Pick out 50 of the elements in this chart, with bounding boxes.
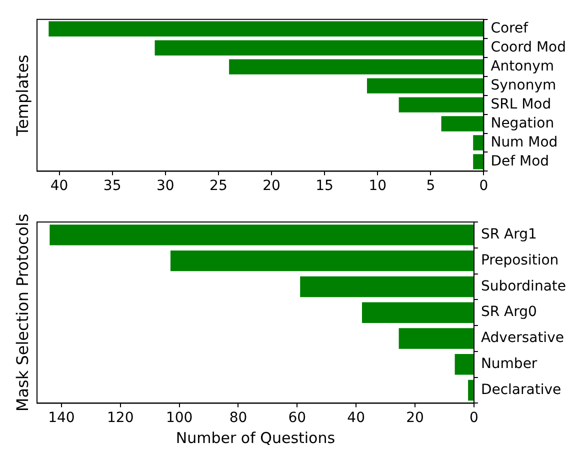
x-tick-label: 80 [229, 410, 248, 426]
bar [398, 97, 484, 112]
bar [473, 154, 484, 170]
x-tick-label: 40 [50, 178, 68, 194]
bar [398, 328, 474, 349]
y-tick-label: SRL Mod [490, 96, 552, 112]
y-tick-label: Coref [490, 20, 530, 37]
x-tick-label: 140 [48, 410, 75, 426]
x-tick-label: 0 [469, 410, 478, 426]
y-tick-label: Negation [490, 115, 554, 132]
bar [473, 135, 484, 150]
y-tick-label: Number [480, 356, 538, 372]
x-tick-label: 5 [426, 178, 436, 194]
y-tick-label: Subordinate [480, 278, 566, 294]
bar [48, 21, 484, 36]
bar [50, 224, 474, 246]
x-tick-label: 10 [368, 178, 387, 194]
y-axis-title: Mask Selection Protocols [13, 214, 32, 412]
y-tick-label: Synonym [490, 77, 556, 94]
x-tick-label: 25 [210, 178, 228, 194]
bar [300, 276, 474, 298]
bar [468, 380, 474, 401]
x-tick-label: 35 [103, 178, 122, 194]
x-tick-label: 15 [316, 178, 334, 194]
x-tick-label: 120 [107, 410, 134, 426]
y-tick-label: SR Arg0 [480, 304, 537, 320]
y-tick-label: Declarative [480, 382, 562, 398]
x-tick-label: 30 [156, 178, 174, 194]
x-tick-label: 100 [166, 410, 193, 426]
y-tick-label: Adversative [480, 330, 564, 346]
y-tick-label: Antonym [490, 58, 554, 74]
bar [170, 250, 474, 272]
y-tick-label: Preposition [480, 252, 559, 268]
bar [154, 40, 484, 56]
x-tick-label: 40 [347, 410, 366, 426]
bar [362, 302, 474, 323]
y-tick-label: Def Mod [490, 153, 550, 170]
x-tick-label: 60 [288, 410, 306, 426]
x-axis-title: Number of Questions [176, 428, 336, 447]
x-tick-label: 20 [262, 178, 280, 194]
bar [441, 116, 484, 132]
x-tick-label: 0 [479, 178, 488, 194]
y-tick-label: SR Arg1 [480, 226, 537, 243]
y-axis-title: Templates [13, 54, 32, 137]
bar [454, 354, 474, 375]
y-tick-label: Coord Mod [490, 40, 566, 56]
y-tick-label: Num Mod [490, 134, 558, 150]
bar [366, 78, 484, 94]
bar [229, 59, 484, 74]
x-tick-label: 20 [406, 410, 424, 426]
